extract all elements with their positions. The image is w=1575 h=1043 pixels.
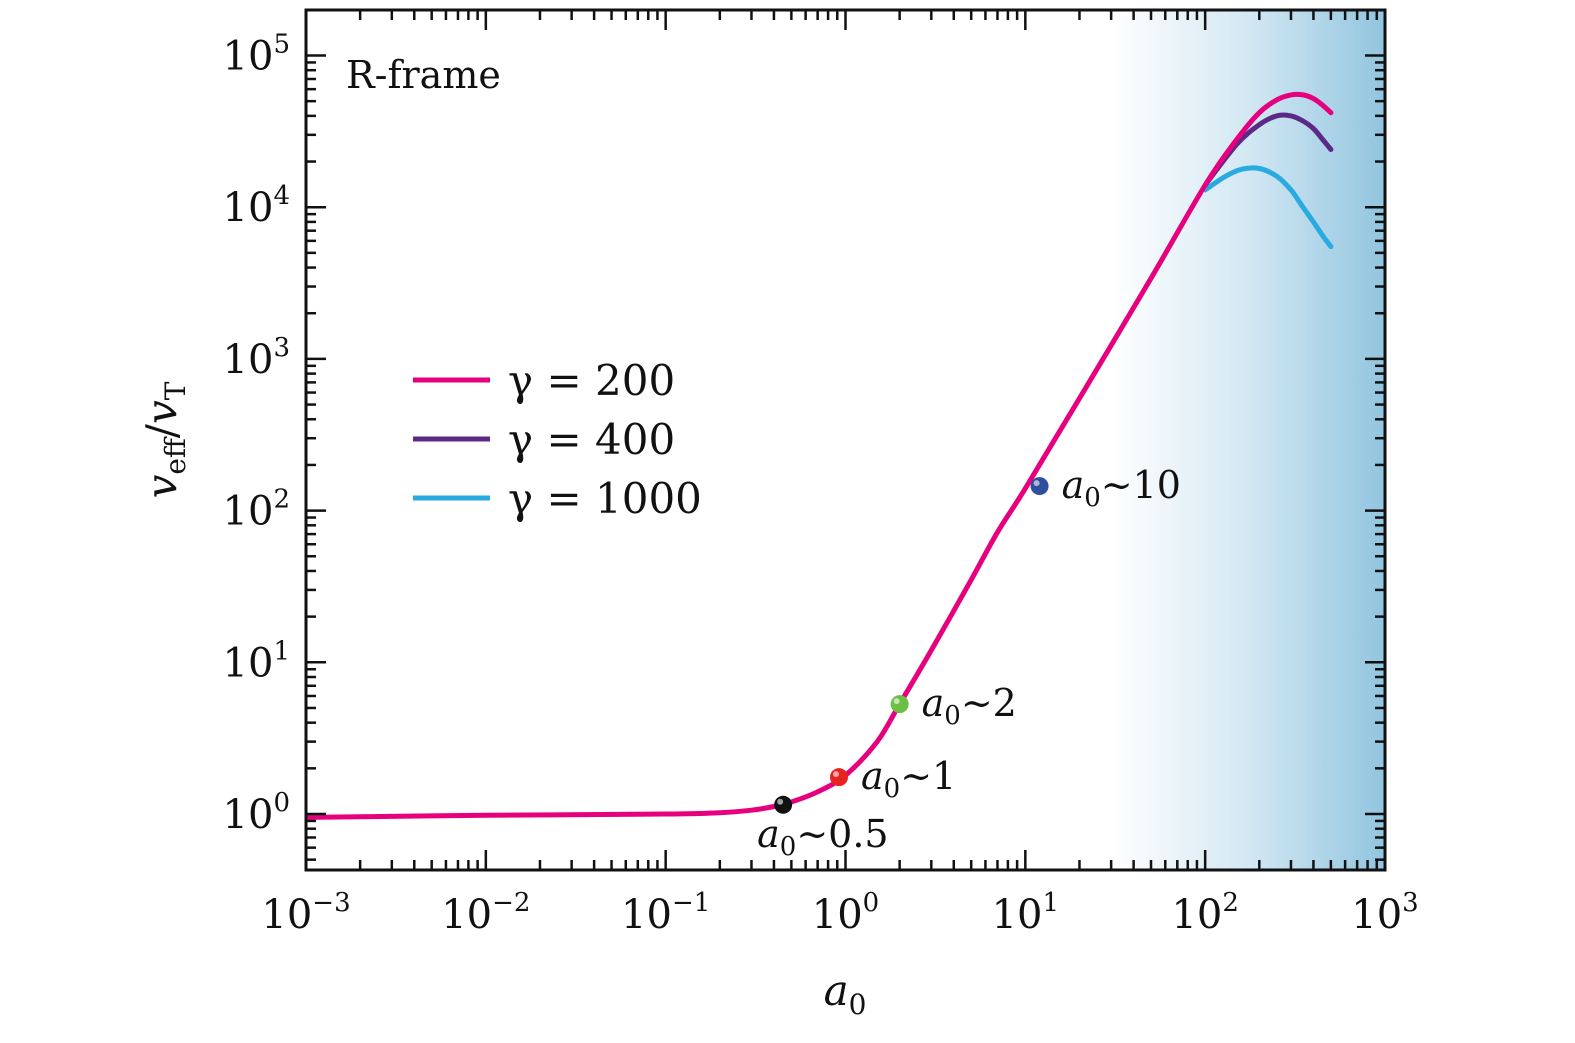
annotation-marker-highlight-1 xyxy=(777,798,784,805)
y-axis-title-main2: v xyxy=(137,400,186,424)
y-tick-label: 100 xyxy=(223,788,290,838)
y-tick-label: 104 xyxy=(223,181,290,231)
y-axis-title-main: v xyxy=(137,474,186,498)
x-axis-title-sub: 0 xyxy=(849,988,867,1021)
y-tick-label: 102 xyxy=(223,485,290,535)
series-layer xyxy=(306,91,1334,820)
y-axis-title-sep: / xyxy=(137,423,186,438)
annotation-labels: a0∼0.5 a0∼1 a0∼2 a0∼10 xyxy=(757,463,1181,862)
annotation-marker-4 xyxy=(1030,477,1049,496)
x-axis-title: a0 xyxy=(824,966,867,1021)
axis-ticks xyxy=(304,10,1387,870)
annotation-marker-2 xyxy=(829,768,848,787)
shaded-region-fill xyxy=(1111,10,1385,870)
x-axis-title-main: a xyxy=(824,966,849,1015)
annotation-label-4: a0∼10 xyxy=(1062,463,1181,513)
x-tick-label: 10−2 xyxy=(441,888,530,938)
annotation-marker-3 xyxy=(890,695,909,714)
x-tick-label: 100 xyxy=(812,888,879,938)
y-axis-title: veff/vT xyxy=(137,381,192,498)
x-tick-label: 103 xyxy=(1351,888,1418,938)
legend-label-1: γ = 200 xyxy=(508,356,675,405)
annotation-marker-highlight-2 xyxy=(832,771,839,778)
x-tick-labels: 10−3 10−2 10−1 100 101 102 103 xyxy=(261,888,1418,938)
annotation-label-2: a0∼1 xyxy=(861,754,956,804)
x-tick-label: 101 xyxy=(992,888,1059,938)
annotation-label-1: a0∼0.5 xyxy=(757,812,888,862)
x-tick-label: 10−1 xyxy=(621,888,710,938)
series-line-2 xyxy=(1202,112,1334,188)
y-tick-label: 103 xyxy=(223,333,290,383)
annotation-label-3: a0∼2 xyxy=(922,681,1017,731)
legend: γ = 200 γ = 400 γ = 1000 xyxy=(413,356,702,523)
annotation-markers xyxy=(774,477,1049,814)
annotation-marker-highlight-3 xyxy=(893,698,900,705)
y-axis-title-sub1: eff xyxy=(159,436,192,475)
shaded-region xyxy=(1111,10,1385,870)
y-tick-label: 101 xyxy=(223,636,290,686)
x-tick-label: 10−3 xyxy=(261,888,350,938)
legend-label-3: γ = 1000 xyxy=(508,474,702,523)
annotation-marker-highlight-4 xyxy=(1033,480,1040,487)
legend-label-2: γ = 400 xyxy=(508,415,675,464)
series-line-3 xyxy=(1202,165,1334,250)
series-line-1 xyxy=(306,91,1334,820)
x-tick-label: 102 xyxy=(1171,888,1238,938)
y-tick-labels: 100 101 102 103 104 105 xyxy=(223,30,290,839)
y-axis-title-sub2: T xyxy=(159,381,192,400)
y-tick-label: 105 xyxy=(223,30,290,80)
panel-label: R-frame xyxy=(346,53,501,97)
plot-frame xyxy=(304,8,1387,872)
